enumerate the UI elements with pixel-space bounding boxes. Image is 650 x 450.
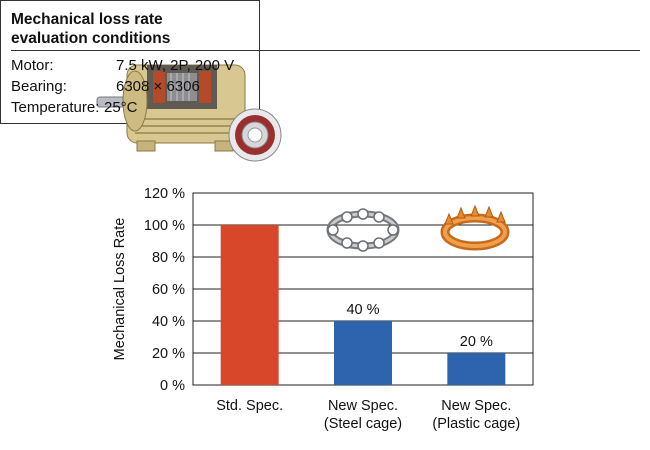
conditions-title: Mechanical loss rate evaluation conditio… xyxy=(11,10,251,48)
conditions-divider xyxy=(11,50,640,51)
x-category-label: New Spec. xyxy=(328,398,398,414)
conditions-title-line2: evaluation conditions xyxy=(11,30,171,47)
y-tick-label: 100 % xyxy=(144,218,185,234)
plastic-cage-icon xyxy=(440,204,510,251)
x-category-label: Std. Spec. xyxy=(216,398,283,414)
bar-value-label: 20 % xyxy=(460,334,493,350)
y-tick-label: 60 % xyxy=(152,282,185,298)
bar-value-label: 40 % xyxy=(346,302,379,318)
y-tick-label: 120 % xyxy=(144,186,185,202)
conditions-title-line1: Mechanical loss rate xyxy=(11,11,163,28)
y-tick-label: 40 % xyxy=(152,314,185,330)
bar-layer xyxy=(220,225,506,385)
bar xyxy=(334,321,392,385)
condition-label: Bearing: xyxy=(11,78,67,95)
condition-label: Motor: xyxy=(11,57,54,74)
y-axis-title: Mechanical Loss Rate xyxy=(112,218,128,361)
condition-value: 7.5 kW, 2P, 200 V xyxy=(116,57,235,74)
condition-value: 6308 × 6306 xyxy=(116,78,200,95)
bar xyxy=(447,353,506,385)
bar xyxy=(220,225,279,385)
y-tick-label: 80 % xyxy=(152,250,185,266)
condition-label: Temperature: xyxy=(11,99,100,116)
x-category-label: New Spec. xyxy=(441,398,511,414)
y-tick-label: 20 % xyxy=(152,346,185,362)
condition-value: 25°C xyxy=(104,99,138,116)
x-category-label: (Steel cage) xyxy=(324,416,402,432)
label-layer: 0 % 20 % 40 % 60 % 80 % 100 % 120 % Mechanical … xyxy=(112,186,520,432)
y-tick-label: 0 % xyxy=(160,378,185,394)
motor-illustration xyxy=(96,64,282,162)
steel-cage-icon xyxy=(326,208,400,252)
x-category-label: (Plastic cage) xyxy=(432,416,520,432)
